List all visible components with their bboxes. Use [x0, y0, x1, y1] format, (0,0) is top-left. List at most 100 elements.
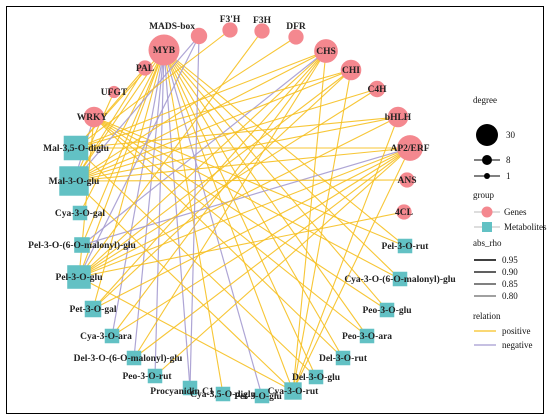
gene-label-dfr: DFR — [286, 22, 306, 32]
edge-AP2-Del3mal — [133, 147, 411, 359]
legend-genes-marker — [481, 206, 493, 218]
legend-metabolites: Metabolites — [504, 222, 547, 232]
edge-AP2-Cya3rut — [292, 147, 411, 392]
node-layer — [59, 22, 423, 404]
edge-WRKY-Peo3ara — [93, 116, 368, 337]
legend-rho-085: 0.85 — [502, 279, 518, 289]
legend-negative: negative — [502, 340, 533, 350]
edge-C4H-Pel3glu — [78, 88, 378, 278]
legend-degree-8-marker — [482, 155, 492, 165]
legend-group-title: group — [473, 190, 494, 200]
edge-MYB-ProcC1 — [163, 49, 191, 389]
metabolite-label-cya3rut: Cya-3-O-rut — [268, 387, 319, 397]
metabolite-node-procc1 — [182, 380, 198, 396]
edge-CHI-Cya3rut — [292, 69, 352, 392]
edge-PAL-Mal3glu — [73, 67, 146, 182]
metabolite-label-pet3glu: Pet-3-O-glu — [234, 392, 282, 402]
metabolite-node-pet3glu — [254, 388, 270, 404]
metabolite-node-peo3rut — [147, 368, 163, 384]
edge-bHLH-Cya3rut — [292, 116, 399, 392]
legend-genes: Genes — [504, 207, 527, 217]
gene-node-c4h — [368, 80, 386, 98]
gene-node-f3h — [254, 23, 270, 39]
edge-AP2-Pet3gal — [92, 147, 411, 310]
edge-WRKY-Pel3rut — [93, 116, 406, 247]
metabolite-node-pet3gal — [84, 300, 102, 318]
legend-relation-title: relation — [473, 311, 501, 321]
metabolite-node-peo3glu — [379, 302, 395, 318]
label-layer: MYB MADS-box F3'H F3H DFR CHS CHI C4H bHLH AP2/ER… — [28, 15, 456, 402]
edge-CHI-Pel3glu — [78, 69, 352, 278]
edge-CHI-Mal3glu — [73, 69, 352, 182]
legend-degree-1: 1 — [506, 171, 511, 181]
edge-MADS-Pel3glu — [78, 35, 200, 278]
legend-rho-title: abs_rho — [473, 238, 502, 248]
edge-DFR-Mal3glu — [73, 36, 297, 182]
gene-label-chs: CHS — [316, 47, 336, 57]
gene-node-bhlh — [387, 106, 409, 128]
gene-label-chi: CHI — [342, 66, 360, 76]
edge-CHS-Cya3rut — [292, 50, 327, 392]
gene-node-4cl — [396, 204, 412, 220]
metabolite-label-cya35: Cya-3,5-O-diglu — [190, 390, 256, 400]
gene-node-ans — [399, 172, 415, 188]
metabolite-label-cya3ara: Cya-3-O-ara — [80, 332, 132, 342]
gene-label-4cl: 4CL — [395, 208, 413, 218]
gene-label-pal: PAL — [136, 64, 154, 74]
metabolite-label-pel3glu: Pel-3-O-glu — [56, 273, 104, 283]
gene-label-ap2: AP2/ERF — [390, 144, 429, 154]
metabolite-node-cya3ara — [104, 328, 120, 344]
edge-PAL-Mal35 — [75, 67, 146, 149]
gene-node-pal — [137, 60, 153, 76]
edge-CHS-Cya3ara — [111, 50, 327, 337]
legend-degree-30: 30 — [506, 130, 516, 140]
metabolite-node-cya3rut — [284, 382, 302, 400]
metabolite-label-del3glu: Del-3-O-glu — [292, 373, 341, 383]
edge-MADS-Mal3glu — [73, 35, 200, 182]
metabolite-node-cya35 — [215, 386, 231, 402]
metabolite-node-del3mal — [126, 350, 142, 366]
metabolite-label-mal35: Mal-3,5-O-diglu — [43, 144, 109, 154]
edge-bHLH-Mal3glu — [73, 116, 399, 182]
legend: degree 30 8 1 group Genes Metabolites ab… — [473, 95, 547, 350]
legend-degree-30-marker — [476, 124, 498, 146]
edge-CHS-Del3mal — [133, 50, 327, 359]
gene-label-myb: MYB — [153, 46, 176, 56]
edge-F3pH-Mal35 — [75, 29, 231, 149]
legend-degree-1-marker — [484, 173, 490, 179]
metabolite-node-cya3mal — [392, 271, 408, 287]
legend-degree-8: 8 — [506, 155, 511, 165]
edge-MYB-Cya3ara — [111, 49, 165, 337]
edge-AP2-Cya3ara — [111, 147, 411, 337]
legend-rho-095: 0.95 — [502, 255, 518, 265]
edge-layer — [73, 29, 411, 397]
gene-node-f3ph — [222, 22, 238, 38]
edge-AP2-Pel3glu — [78, 147, 411, 278]
edge-bHLH-Mal35 — [75, 116, 399, 149]
metabolite-label-peo3rut: Peo-3-O-rut — [122, 372, 172, 382]
gene-label-mads: MADS-box — [149, 22, 195, 32]
gene-node-wrky — [83, 106, 105, 128]
metabolite-label-pet3gal: Pet-3-O-gal — [70, 305, 117, 315]
metabolite-label-peo3glu: Peo-3-O-glu — [362, 306, 412, 316]
gene-node-chi — [340, 59, 362, 81]
edge-MYB-Del3mal — [133, 49, 165, 359]
metabolite-node-del3rut — [335, 350, 351, 366]
edge-MYB-Pel3glu — [78, 49, 165, 278]
edge-Mal35-Del3glu — [75, 147, 317, 378]
legend-metabolites-marker — [482, 222, 492, 232]
legend-degree-title: degree — [473, 95, 497, 105]
edge-MYB-Del3rut — [163, 49, 344, 359]
edge-Mal3glu-Cya3rut — [73, 180, 294, 392]
edge-ANS-Mal3glu — [73, 179, 408, 182]
edge-C4H-Mal3glu — [73, 88, 378, 182]
edge-AP2-Peo3rut — [154, 147, 411, 377]
edge-4CL-Pel3glu — [78, 211, 405, 278]
edge-MYB-Pet3gal — [92, 49, 165, 310]
edge-CHS-Mal35 — [75, 50, 327, 149]
metabolite-label-mal3glu: Mal-3-O-glu — [49, 177, 100, 187]
legend-positive: positive — [502, 326, 531, 336]
edge-MYB-Cya35 — [163, 49, 224, 395]
edge-F3H-Pel3glu — [78, 30, 263, 278]
